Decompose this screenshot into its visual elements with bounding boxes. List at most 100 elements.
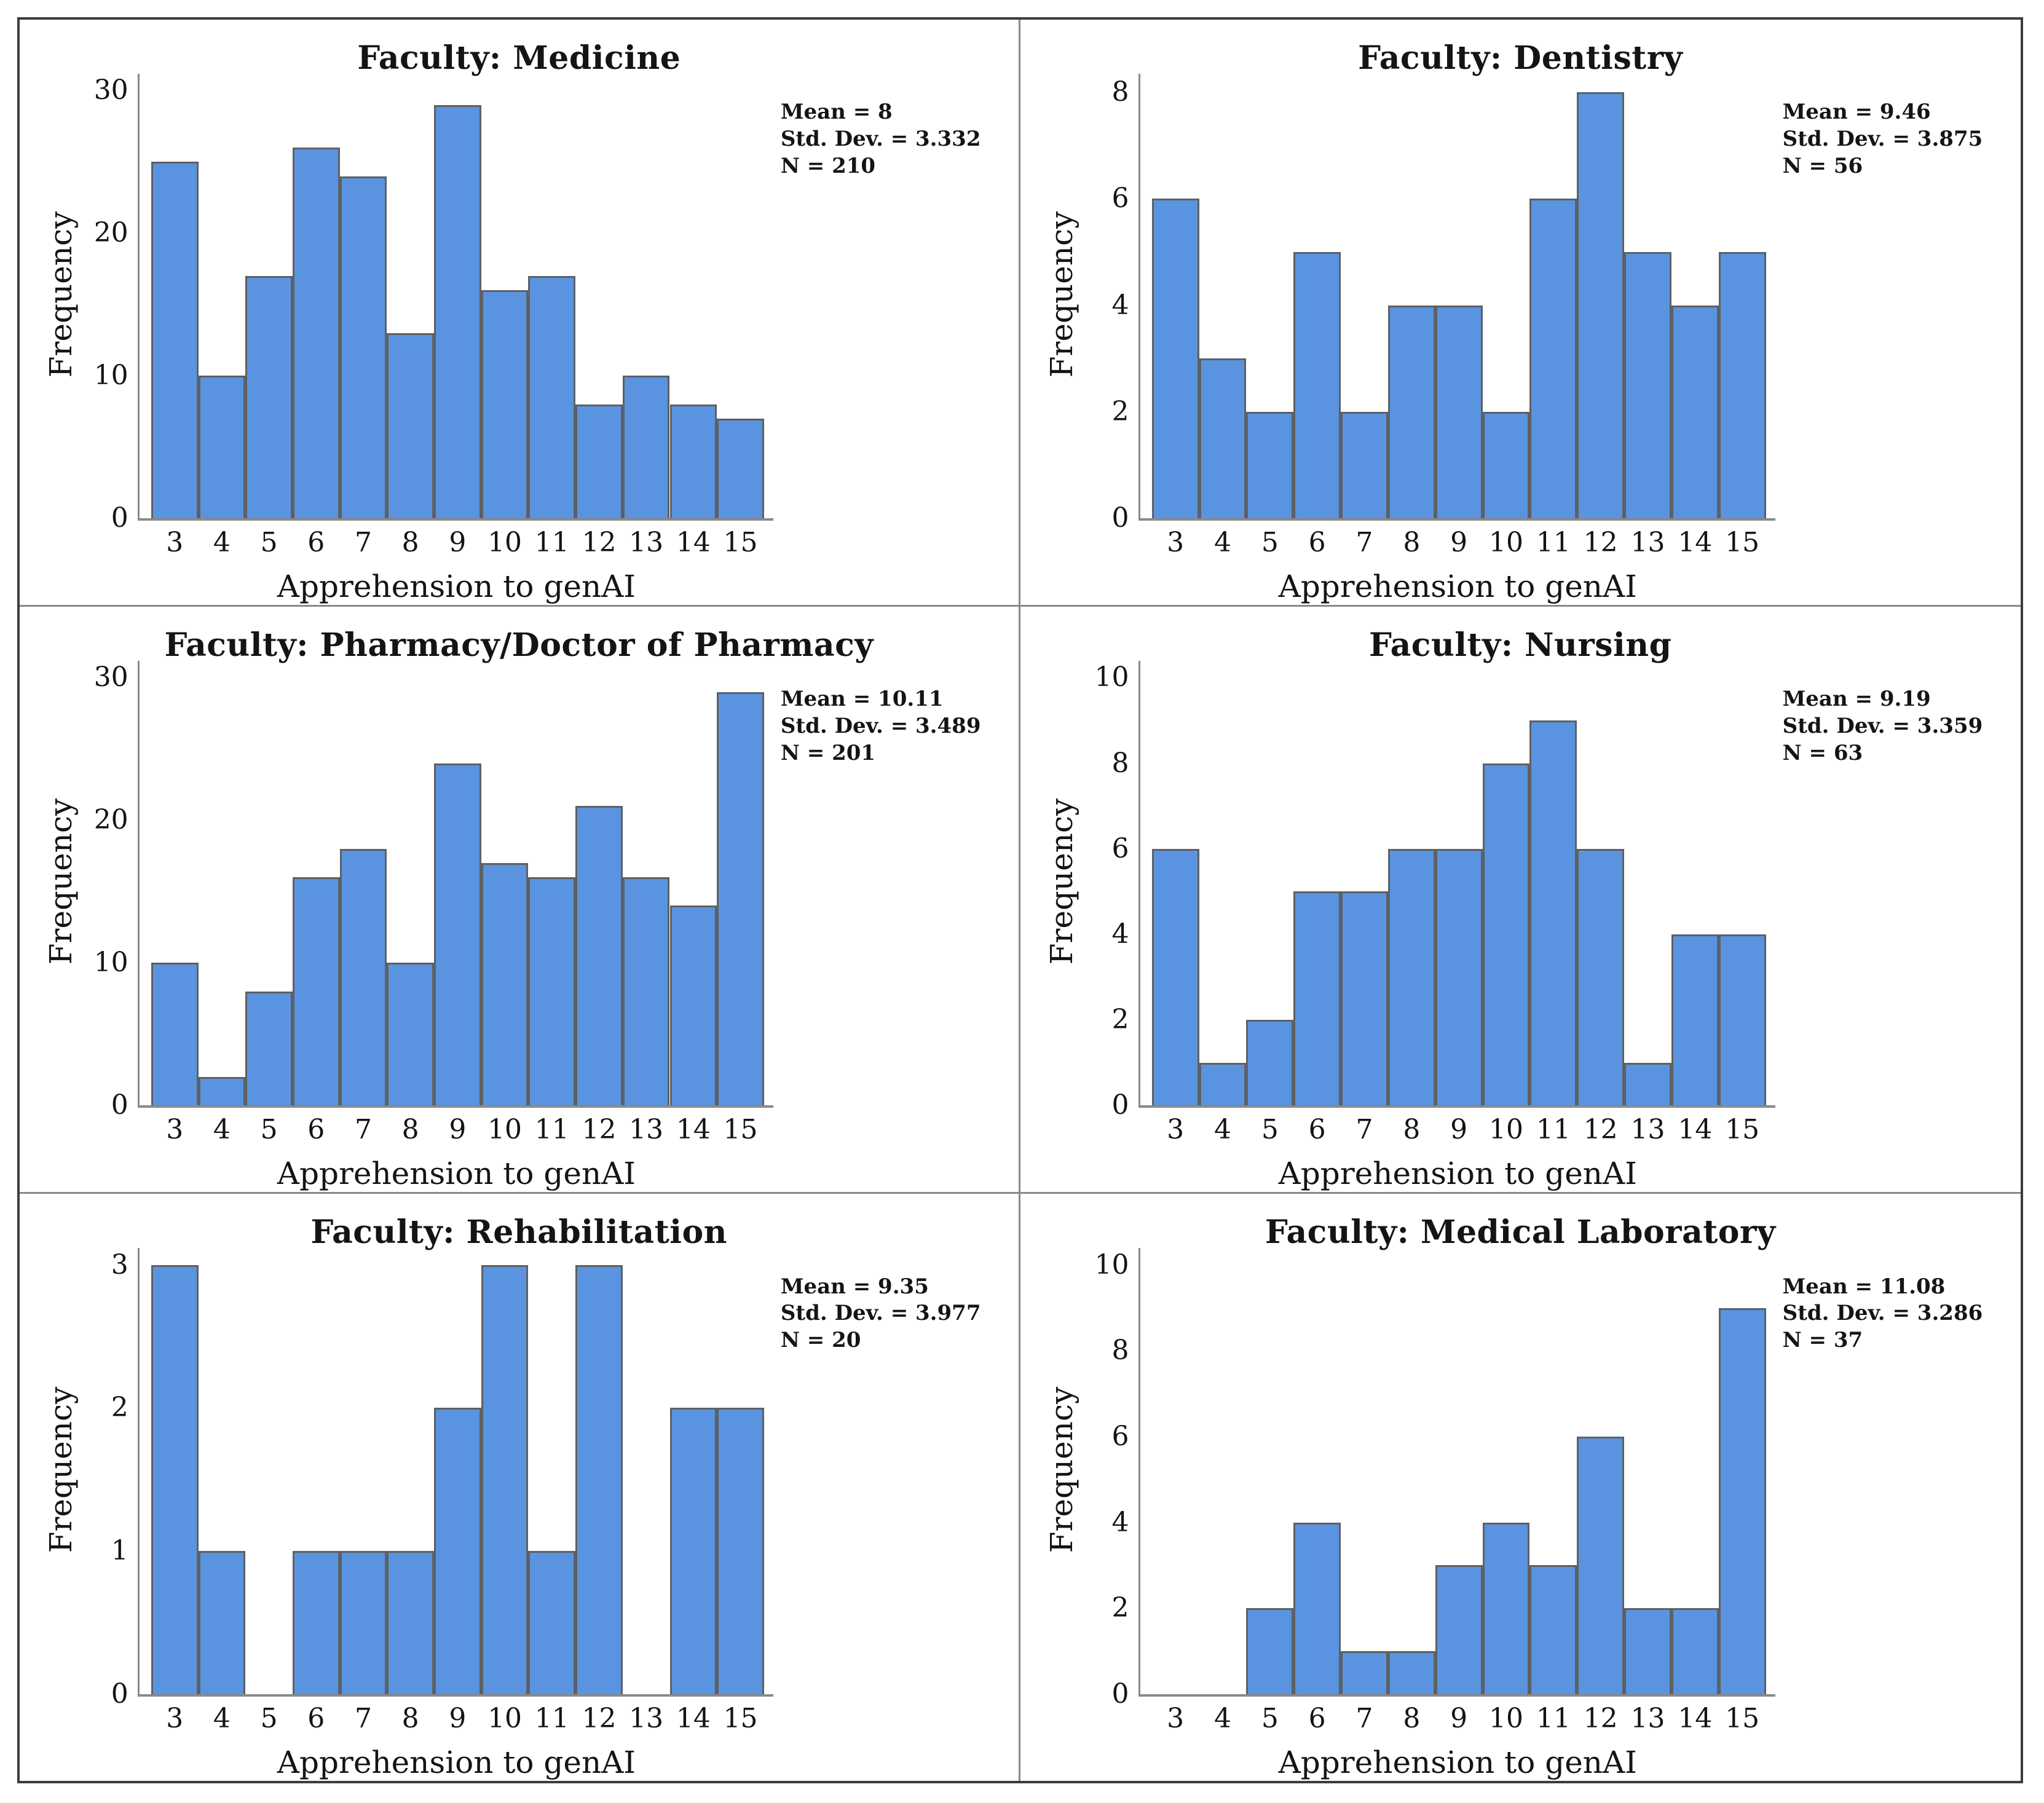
plot-area: Apprehension to genAI 3 4 5 6 7 8 9 10 11 12 13 14 1… <box>1112 73 1775 604</box>
bar-4 <box>198 1551 246 1694</box>
y-axis-title: Frequency <box>43 1386 79 1553</box>
panel-title: Faculty: Medicine <box>357 39 681 77</box>
x-tick-label: 8 <box>1403 1114 1421 1146</box>
x-tick-label: 15 <box>723 527 758 559</box>
x-tick-label: 8 <box>401 527 419 559</box>
x-tick-label: 8 <box>401 1702 419 1734</box>
y-axis-title: Frequency <box>43 799 79 965</box>
plot-area: Apprehension to genAI 3 4 5 6 7 8 9 10 11 12 13 14 1… <box>94 660 774 1191</box>
x-tick-label: 12 <box>1583 527 1618 559</box>
stat-line: N = 210 <box>780 153 876 178</box>
x-tick-label: 14 <box>1678 527 1713 559</box>
x-tick-label: 3 <box>1167 527 1185 559</box>
stat-line: Mean = 9.35 <box>780 1274 929 1299</box>
x-tick-label: 12 <box>582 1114 617 1146</box>
stat-line: Std. Dev. = 3.489 <box>780 713 981 738</box>
plot-area: Apprehension to genAI 3 4 5 6 7 8 9 10 11 12 13 14 1… <box>1095 660 1775 1191</box>
bar-8 <box>1387 1651 1435 1694</box>
bar-6 <box>1293 251 1341 519</box>
stats-block: Mean = 10.11 Std. Dev. = 3.489 N = 201 <box>781 686 981 767</box>
bar-12 <box>575 1264 623 1694</box>
x-tick-label: 5 <box>260 527 278 559</box>
stat-line: N = 63 <box>1782 740 1863 765</box>
x-tick-label: 9 <box>1450 1114 1468 1146</box>
bar-3 <box>151 1264 199 1694</box>
bar-13 <box>622 376 670 519</box>
y-tick-label: 10 <box>93 947 128 979</box>
bar-12 <box>575 806 623 1106</box>
bar-6 <box>292 1551 340 1694</box>
x-tick-label: 3 <box>166 1702 184 1734</box>
bar-4 <box>1199 1062 1247 1106</box>
x-tick-label: 13 <box>629 1114 664 1146</box>
x-tick-label: 9 <box>449 1114 467 1146</box>
x-tick-label: 10 <box>1489 1114 1523 1146</box>
bar-6 <box>292 877 340 1106</box>
bar-10 <box>1482 411 1530 519</box>
x-tick-label: 15 <box>723 1702 758 1734</box>
x-axis-title: Apprehension to genAI <box>277 569 636 605</box>
bar-12 <box>1577 848 1625 1106</box>
plot-area: Apprehension to genAI 3 4 5 6 7 8 9 10 11 12 13 14 1… <box>94 73 774 604</box>
y-tick-label: 20 <box>93 804 128 836</box>
bar-10 <box>1482 763 1530 1106</box>
bar-9 <box>1435 848 1483 1106</box>
bar-8 <box>387 333 435 519</box>
y-tick-label: 6 <box>1111 832 1129 864</box>
x-tick-label: 9 <box>449 1702 467 1734</box>
y-tick-label: 4 <box>1111 918 1129 950</box>
x-tick-label: 5 <box>260 1114 278 1146</box>
bar-4 <box>198 1076 246 1106</box>
bar-4 <box>198 376 246 519</box>
x-tick-label: 3 <box>166 527 184 559</box>
bar-13 <box>1624 251 1671 519</box>
bar-14 <box>1671 1608 1719 1694</box>
bar-5 <box>1246 1019 1294 1106</box>
x-tick-label: 12 <box>582 1702 617 1734</box>
stats-block: Mean = 11.08 Std. Dev. = 3.286 N = 37 <box>1783 1274 1983 1354</box>
bar-6 <box>1293 1522 1341 1694</box>
bar-9 <box>434 105 481 519</box>
bar-7 <box>1341 891 1388 1106</box>
stat-line: Mean = 9.46 <box>1782 100 1931 125</box>
panel-title: Faculty: Pharmacy/Doctor of Pharmacy <box>164 626 874 664</box>
bar-14 <box>669 404 717 519</box>
plot-area: Apprehension to genAI 3 4 5 6 7 8 9 10 11 12 13 14 1… <box>111 1247 774 1780</box>
x-tick-label: 6 <box>307 527 325 559</box>
bar-14 <box>669 905 717 1106</box>
y-tick-label: 30 <box>93 661 128 693</box>
bar-10 <box>481 862 529 1106</box>
stat-line: Std. Dev. = 3.977 <box>780 1301 981 1326</box>
y-tick-label: 2 <box>1111 1592 1129 1624</box>
histogram-panel: Faculty: Medicine Frequency Apprehension… <box>20 20 1020 607</box>
x-tick-label: 14 <box>676 527 711 559</box>
y-tick-label: 2 <box>111 1392 128 1424</box>
x-tick-label: 15 <box>1725 1702 1760 1734</box>
bar-4 <box>1199 358 1247 519</box>
x-tick-label: 7 <box>1355 1702 1373 1734</box>
x-tick-label: 4 <box>213 527 231 559</box>
bar-3 <box>151 162 199 519</box>
bar-15 <box>1718 1308 1766 1694</box>
x-tick-label: 8 <box>1403 527 1421 559</box>
y-axis-title: Frequency <box>1043 799 1079 965</box>
bar-7 <box>339 176 387 519</box>
bar-15 <box>717 692 764 1106</box>
x-tick-label: 6 <box>1308 527 1326 559</box>
x-tick-label: 15 <box>723 1114 758 1146</box>
y-tick-label: 8 <box>1111 747 1129 779</box>
x-tick-label: 14 <box>1678 1114 1713 1146</box>
bar-11 <box>1529 720 1577 1106</box>
stat-line: Std. Dev. = 3.286 <box>1782 1301 1983 1326</box>
y-tick-label: 30 <box>93 74 128 106</box>
x-tick-label: 7 <box>354 1702 372 1734</box>
bar-13 <box>1624 1608 1671 1694</box>
bar-10 <box>1482 1522 1530 1694</box>
x-tick-label: 13 <box>629 527 664 559</box>
x-tick-label: 9 <box>1450 527 1468 559</box>
x-tick-label: 11 <box>1536 1114 1571 1146</box>
x-tick-label: 6 <box>1308 1702 1326 1734</box>
stats-block: Mean = 9.35 Std. Dev. = 3.977 N = 20 <box>781 1274 981 1354</box>
histogram-panel: Faculty: Dentistry Frequency Apprehensio… <box>1020 20 2021 607</box>
x-tick-label: 9 <box>1450 1702 1468 1734</box>
